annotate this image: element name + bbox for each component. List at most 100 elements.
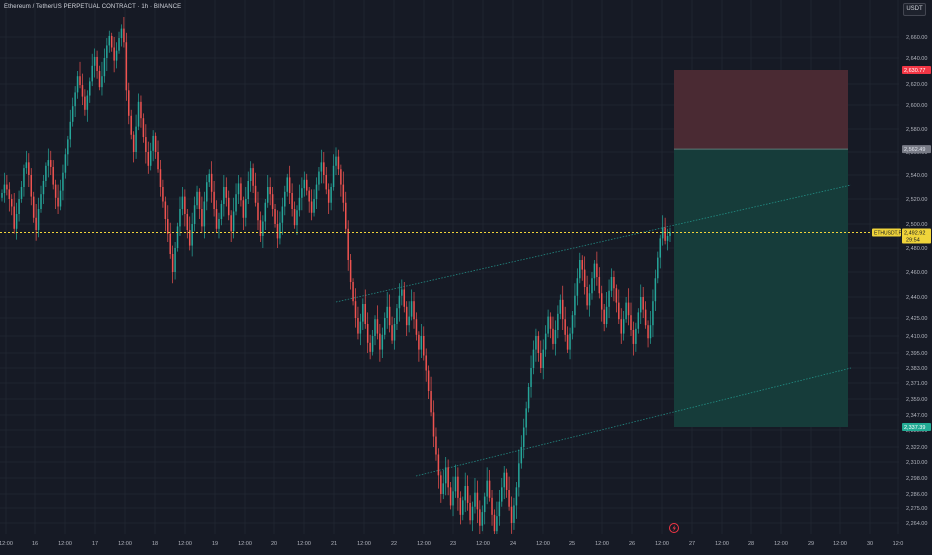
y-axis[interactable]: 2,660.00 2,640.00 2,620.00 2,600.00 2,580.00… xyxy=(899,0,932,550)
candle xyxy=(8,182,11,212)
y-tick-label: 2,410.00 xyxy=(906,334,927,340)
candle xyxy=(45,162,47,187)
candle xyxy=(47,148,50,178)
candle xyxy=(206,175,208,211)
candle xyxy=(145,124,147,164)
candle xyxy=(366,312,369,353)
candle xyxy=(630,302,632,336)
current-price-label-text: 2,492.92 xyxy=(904,230,925,236)
candle xyxy=(401,279,403,306)
take-profit-zone[interactable] xyxy=(674,149,848,428)
candle xyxy=(622,311,625,341)
trend-channel xyxy=(335,184,852,477)
candle xyxy=(423,326,425,361)
candle xyxy=(291,183,293,217)
candle xyxy=(91,53,93,87)
x-tick-label: 27 xyxy=(689,541,695,547)
candle xyxy=(503,466,505,500)
candle xyxy=(398,283,401,322)
candle xyxy=(571,311,574,340)
candle xyxy=(20,181,23,203)
y-tick-label: 2,310.00 xyxy=(906,460,927,466)
candle xyxy=(279,211,281,245)
candle xyxy=(266,175,269,208)
candle xyxy=(50,150,52,175)
candle xyxy=(167,205,169,242)
candle xyxy=(203,191,206,239)
candle xyxy=(632,321,635,356)
stop-loss-zone[interactable] xyxy=(674,69,848,150)
y-tick-label: 2,620.00 xyxy=(906,82,927,88)
y-tick-label: 2,480.00 xyxy=(906,246,927,252)
candle xyxy=(488,470,491,502)
candle xyxy=(96,50,98,79)
x-tick-label: 29 xyxy=(808,541,814,547)
x-tick-label: 19 xyxy=(212,541,218,547)
candle xyxy=(327,183,330,214)
channel-upper-line[interactable] xyxy=(335,184,852,303)
x-axis[interactable]: 12:00 16 12:00 17 12:00 18 12:00 19 12:00 20 12:00… xyxy=(0,534,932,550)
candle xyxy=(57,184,59,214)
candle xyxy=(425,348,427,382)
candle xyxy=(286,173,288,197)
chart-title[interactable]: Ethereum / TetherUS PERPETUAL CONTRACT ·… xyxy=(4,4,182,10)
candle xyxy=(605,292,608,328)
candle xyxy=(184,189,186,227)
currency-unit-button[interactable]: USDT xyxy=(903,3,926,16)
candle xyxy=(252,163,254,193)
y-tick-label: 2,540.00 xyxy=(906,173,927,179)
candle xyxy=(125,32,128,101)
y-axis-background xyxy=(899,0,932,550)
candle xyxy=(537,331,540,362)
candle xyxy=(171,245,174,284)
candle xyxy=(215,200,218,233)
candle xyxy=(149,142,152,171)
candle xyxy=(32,191,35,223)
y-tick-label: 2,640.00 xyxy=(906,56,927,62)
candle xyxy=(574,283,576,328)
candle xyxy=(30,168,33,206)
candle xyxy=(313,189,315,217)
candle xyxy=(644,301,647,329)
y-tick-label: 2,275.00 xyxy=(906,506,927,512)
candle xyxy=(137,93,140,131)
candle xyxy=(25,150,28,174)
candle xyxy=(225,177,228,207)
x-tick-label: 24 xyxy=(510,541,516,547)
candle xyxy=(505,468,508,498)
y-tick-label: 2,520.00 xyxy=(906,197,927,203)
x-tick-label: 12:00 xyxy=(833,541,847,547)
x-tick-label: 12:00 xyxy=(417,541,431,547)
candle xyxy=(403,282,406,313)
candle xyxy=(581,255,583,281)
candle xyxy=(564,306,566,342)
candle xyxy=(71,97,74,127)
candle xyxy=(493,509,496,538)
candle xyxy=(352,278,354,306)
candle xyxy=(386,292,388,329)
candle xyxy=(335,147,337,175)
x-tick-label: 23 xyxy=(450,541,456,547)
x-tick-label: 12:00 xyxy=(476,541,490,547)
candle xyxy=(661,215,664,246)
candle xyxy=(186,209,189,239)
candle xyxy=(347,220,349,271)
candle xyxy=(288,165,291,204)
y-tick-label: 2,425.00 xyxy=(906,316,927,322)
candle xyxy=(608,279,610,318)
x-axis-background xyxy=(0,534,932,550)
candle xyxy=(140,95,142,128)
candle xyxy=(230,210,232,242)
candle xyxy=(376,305,379,340)
candle xyxy=(410,289,413,321)
x-tick-label: 12:00 xyxy=(118,541,132,547)
candle xyxy=(164,196,167,232)
event-lightning-icon[interactable] xyxy=(669,523,679,533)
candle xyxy=(549,312,552,339)
candle xyxy=(220,200,223,226)
candle xyxy=(52,160,54,190)
candle xyxy=(18,190,20,222)
candle xyxy=(310,189,313,221)
